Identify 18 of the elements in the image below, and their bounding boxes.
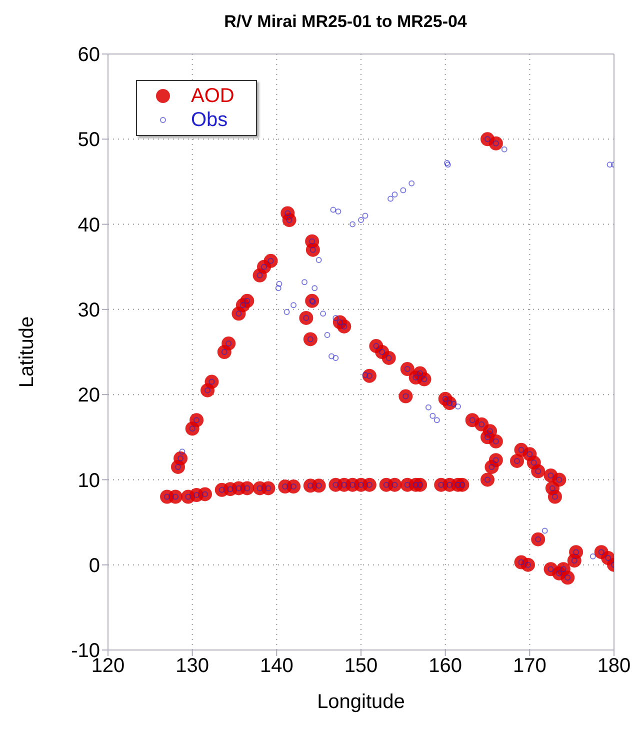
y-tick-label: 20 <box>78 384 100 407</box>
legend-label: Obs <box>191 108 228 132</box>
x-tick-label: 140 <box>260 655 294 678</box>
x-tick-label: 160 <box>428 655 462 678</box>
y-axis-title: Latitude <box>16 316 38 388</box>
x-tick-label: 150 <box>344 655 378 678</box>
chart-title: R/V Mirai MR25-01 to MR25-04 <box>223 12 468 32</box>
x-tick-label: 130 <box>176 655 210 678</box>
legend-label: AOD <box>191 84 234 108</box>
y-tick-label: 10 <box>78 470 100 492</box>
x-axis-title: Longitude <box>317 691 405 713</box>
y-tick-label: 30 <box>78 300 100 322</box>
x-tick-label: 180 <box>597 655 631 678</box>
y-tick-label: 50 <box>78 129 100 152</box>
y-tick-label: 40 <box>78 214 100 236</box>
y-tick-label: 60 <box>78 44 100 66</box>
x-tick-label: 170 <box>512 655 546 678</box>
y-tick-label: 0 <box>88 554 100 577</box>
